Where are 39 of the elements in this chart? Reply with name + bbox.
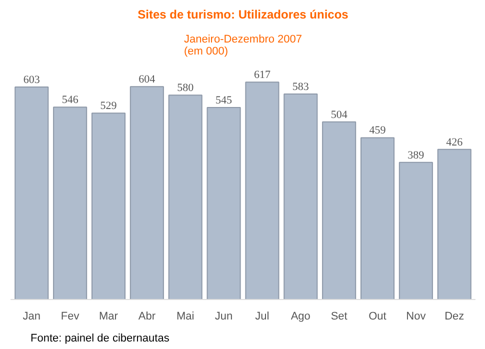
- data-label: 504: [330, 108, 348, 121]
- data-label: 617: [254, 69, 271, 82]
- source-note: Fonte: painel de cibernautas: [30, 332, 170, 344]
- data-label: 426: [446, 136, 464, 148]
- x-tick-label: Dez: [444, 310, 464, 322]
- bar: [284, 94, 318, 300]
- data-label: 583: [292, 81, 310, 94]
- bar: [206, 106, 241, 300]
- x-tick-label: Out: [368, 310, 386, 322]
- x-tick-label: Jan: [22, 310, 41, 322]
- data-label: 546: [62, 94, 79, 106]
- x-tick-label: Fev: [60, 310, 80, 322]
- chart-title: Sites de turismo: Utilizadores únicos: [138, 8, 349, 22]
- x-tick-label: Set: [330, 310, 348, 322]
- bar: [360, 137, 395, 300]
- x-tick-label: Mar: [99, 310, 118, 322]
- x-tick-label: Mai: [176, 310, 194, 322]
- x-tick-label: Jul: [255, 310, 270, 322]
- bar: [91, 112, 126, 300]
- bar: [14, 86, 49, 300]
- data-label: 545: [216, 94, 233, 106]
- bar: [245, 82, 280, 300]
- data-label: 603: [23, 74, 40, 86]
- data-label: 604: [138, 74, 156, 86]
- data-label: 389: [408, 149, 425, 162]
- x-tick-label: Abr: [138, 310, 156, 322]
- x-tick-label: Nov: [406, 310, 426, 322]
- bar: [322, 121, 356, 300]
- bar: [398, 162, 433, 300]
- bar: [437, 148, 472, 300]
- data-label: 529: [100, 100, 118, 112]
- data-label: 459: [369, 124, 386, 137]
- bar: [53, 106, 88, 300]
- bar: [168, 94, 202, 300]
- x-tick-label: Ago: [290, 310, 310, 322]
- chart-subtitle: Janeiro-Dezembro 2007 (em 000): [184, 34, 302, 58]
- bar: [130, 86, 164, 300]
- data-label: 580: [177, 82, 194, 94]
- x-tick-label: Jun: [214, 310, 233, 322]
